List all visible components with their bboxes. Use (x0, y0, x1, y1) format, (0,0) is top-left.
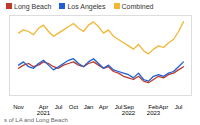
svg-text:Jul: Jul (114, 103, 123, 110)
html-text:Long Beach: Long Beach (14, 2, 52, 10)
svg-text:Apr2021: Apr2021 (37, 104, 51, 115)
svg-text:Apr: Apr (159, 104, 168, 110)
svg-text:Apr: Apr (99, 104, 108, 110)
html-text:s of LA and Long Beach: s of LA and Long Beach (4, 117, 68, 123)
html-text:Los Angeles: Los Angeles (67, 2, 106, 10)
svg-text:Jul: Jul (175, 104, 183, 110)
svg-text:Nov: Nov (13, 104, 24, 110)
html-text:Combined: Combined (121, 2, 154, 10)
svg-text:Sep2022: Sep2022 (122, 104, 136, 115)
svg-text:Oct: Oct (69, 104, 79, 110)
svg-text:Jan: Jan (84, 104, 94, 110)
svg-text:Jul: Jul (55, 104, 63, 110)
